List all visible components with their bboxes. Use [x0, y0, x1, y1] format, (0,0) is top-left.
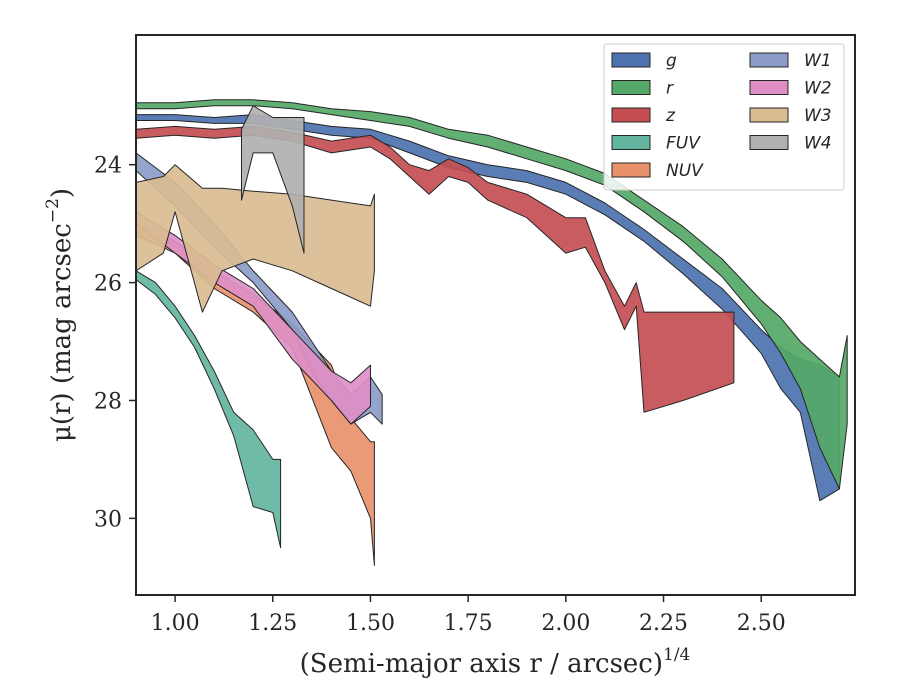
series-band-w4 [241, 105, 305, 254]
series-layer [136, 99, 848, 566]
series-band-fuv [136, 270, 282, 549]
x-axis-label: (Semi-major axis r / arcsec)1/4 [300, 645, 691, 679]
legend-label-w3: W3 [804, 106, 832, 126]
series-band-z [136, 125, 735, 413]
legend-label-r: r [666, 79, 674, 99]
y-axis-label-exponent: −2 [43, 198, 63, 223]
legend-swatch-nuv [611, 162, 651, 178]
y-axis-label-suffix: ) [47, 188, 77, 198]
legend-label-g: g [666, 51, 677, 71]
y-tick-label: 30 [94, 507, 122, 532]
legend-swatch-z [611, 107, 651, 123]
legend-swatch-w1 [749, 52, 789, 68]
legend-label-w1: W1 [804, 51, 832, 71]
legend-label-nuv: NUV [666, 161, 704, 181]
x-tick-label: 2.00 [541, 611, 590, 636]
x-tick-label: 1.00 [151, 611, 200, 636]
legend: grz FUV NUV W1 W2 W3 W4 [603, 43, 845, 191]
y-tick-label: 24 [94, 154, 122, 179]
x-axis: 1.00 1.25 1.50 1.75 2.00 2.25 2.50 [151, 595, 786, 636]
x-axis-label-exponent: 1/4 [663, 645, 690, 665]
x-tick-label: 1.75 [444, 611, 493, 636]
series-band-r [136, 99, 848, 490]
legend-swatch-w3 [749, 107, 789, 123]
legend-swatch-g [611, 52, 651, 68]
x-tick-label: 2.25 [639, 611, 688, 636]
legend-swatch-r [611, 80, 651, 95]
x-tick-label: 1.50 [346, 611, 395, 636]
legend-swatch-fuv [611, 135, 651, 150]
legend-label-z: z [665, 106, 676, 126]
series-band-w3 [136, 164, 375, 313]
plot-frame [135, 34, 856, 596]
legend-label-fuv: FUV [666, 134, 701, 154]
legend-swatch-w4 [749, 135, 789, 150]
y-axis-label: μ(r) (mag arcsec−2) [43, 188, 77, 442]
legend-label-w4: W4 [804, 134, 832, 154]
legend-label-w2: W2 [804, 79, 832, 99]
x-tick-label: 1.25 [248, 611, 297, 636]
y-axis: 24 26 28 30 [94, 154, 136, 532]
y-tick-label: 26 [94, 272, 122, 297]
legend-swatch-w2 [749, 80, 789, 95]
x-tick-label: 2.50 [737, 611, 786, 636]
y-tick-label: 28 [94, 389, 122, 414]
